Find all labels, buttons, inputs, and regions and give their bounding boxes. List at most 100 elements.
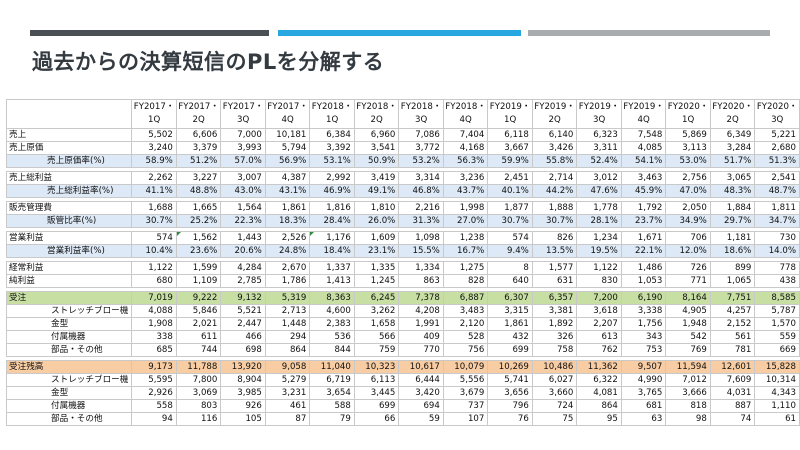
table-row: 売上 5,502 6,606 7,000 10,181 6,384 6,960 7,086 7,…	[5, 128, 800, 142]
table-cell: 4,905	[665, 304, 711, 318]
table-cell: 13,920	[220, 360, 266, 374]
table-cell: 864	[264, 343, 311, 357]
table-cell: 66	[353, 412, 400, 426]
table-cell: 8,585	[754, 291, 800, 305]
table-cell: 1,443	[220, 231, 266, 245]
table-row: 金型 2,926 3,069 3,985 3,231 3,654 3,445 3,420 3,6…	[5, 386, 800, 400]
column-header-quarter: 2Q	[370, 115, 383, 125]
table-cell: 698	[220, 343, 266, 357]
table-cell: 50.9%	[353, 154, 400, 168]
table-cell: 1,122	[576, 261, 622, 275]
table-cell: 681	[620, 399, 667, 413]
column-header-year: FY2018・	[400, 102, 442, 112]
table-cell: 1,665	[175, 201, 222, 215]
table-cell: 49.1%	[353, 184, 400, 198]
row-label: 付属機器	[5, 330, 133, 344]
table-cell: 706	[665, 231, 711, 245]
table-cell: 1,570	[754, 317, 800, 331]
table-cell: 58.9%	[131, 154, 177, 168]
table-cell: 1,688	[131, 201, 177, 215]
table-cell: 3,284	[709, 141, 756, 155]
table-cell: 9,507	[620, 360, 667, 374]
row-label: 売上総利益率(%)	[5, 184, 133, 198]
table-cell: 5,869	[665, 128, 711, 142]
table-row: 部品・その他 685 744 698 864 844 759 770 756 699 758 762 7…	[5, 343, 800, 357]
table-cell: 23.1%	[353, 244, 400, 258]
column-header-year: FY2020・	[756, 102, 798, 112]
table-cell: 28.1%	[576, 214, 622, 228]
table-cell: 23.6%	[175, 244, 222, 258]
table-cell: 94	[131, 412, 177, 426]
table-cell: 3,113	[665, 141, 711, 155]
table-cell: 5,521	[220, 304, 266, 318]
table-cell: 2,120	[442, 317, 489, 331]
column-header-quarter: 4Q	[637, 115, 650, 125]
table-cell: 803	[175, 399, 222, 413]
table-cell: 1,877	[487, 201, 533, 215]
table-cell: 1,335	[353, 261, 400, 275]
table-cell: 559	[754, 330, 800, 344]
table-cell: 1,786	[264, 274, 311, 288]
table-cell: 2,526	[264, 231, 311, 245]
table-cell: 588	[309, 399, 355, 413]
table-cell: 98	[665, 412, 711, 426]
header-bar-dark	[30, 30, 269, 36]
table-cell: 818	[665, 399, 711, 413]
table-cell: 759	[353, 343, 400, 357]
table-cell: 4,085	[620, 141, 667, 155]
row-label: 純利益	[5, 274, 133, 288]
column-header-quarter: 4Q	[459, 115, 472, 125]
table-cell: 1,609	[353, 231, 400, 245]
table-cell: 5,502	[131, 128, 177, 142]
table-cell: 3,985	[220, 386, 266, 400]
table-row: 売上総利益 2,262 3,227 3,007 4,387 2,992 3,419 3,314…	[5, 171, 800, 185]
table-cell: 53.2%	[398, 154, 444, 168]
table-cell: 1,908	[131, 317, 177, 331]
table-cell: 11,362	[576, 360, 622, 374]
table-row: 純利益 680 1,109 2,785 1,786 1,413 1,245 863 828 640…	[5, 274, 800, 288]
table-cell: 79	[309, 412, 355, 426]
table-cell: 3,541	[353, 141, 400, 155]
column-header-quarter: 4Q	[281, 115, 294, 125]
table-cell: 461	[264, 399, 311, 413]
table-cell: 5,741	[487, 373, 533, 387]
table-cell: 3,231	[264, 386, 311, 400]
table-cell: 680	[131, 274, 177, 288]
table-cell: 27.0%	[442, 214, 489, 228]
table-cell: 730	[754, 231, 800, 245]
table-cell: 47.0%	[665, 184, 711, 198]
table-cell: 3,445	[353, 386, 400, 400]
table-cell: 466	[220, 330, 266, 344]
column-header-year: FY2020・	[712, 102, 753, 112]
column-header-year: FY2018・	[356, 102, 397, 112]
table-cell: 1,275	[442, 261, 489, 275]
table-cell: 8,363	[309, 291, 355, 305]
table-cell: 778	[754, 261, 800, 275]
table-cell: 574	[131, 231, 177, 245]
row-label: ストレッチブロー機	[5, 373, 133, 387]
table-cell: 6,606	[175, 128, 222, 142]
table-cell: 59.9%	[487, 154, 533, 168]
table-cell: 56.3%	[442, 154, 489, 168]
row-label: 受注	[5, 291, 133, 305]
table-cell: 8,164	[665, 291, 711, 305]
table-cell: 23.7%	[620, 214, 667, 228]
table-cell: 1,892	[531, 317, 578, 331]
table-cell: 5,556	[442, 373, 489, 387]
table-cell: 4,031	[709, 386, 756, 400]
table-cell: 3,420	[398, 386, 444, 400]
table-cell: 18.4%	[309, 244, 355, 258]
table-cell: 3,227	[175, 171, 222, 185]
table-cell: 5,846	[175, 304, 222, 318]
row-label: 売上総利益	[5, 171, 133, 185]
table-cell: 640	[487, 274, 533, 288]
table-cell: 22.1%	[620, 244, 667, 258]
table-cell: 5,319	[264, 291, 311, 305]
table-cell: 756	[442, 343, 489, 357]
table-cell: 3,311	[576, 141, 622, 155]
table-row: 売上原価 3,240 3,379 3,993 5,794 3,392 3,541 3,772 4…	[5, 141, 800, 155]
table-cell: 43.1%	[264, 184, 311, 198]
column-header-year: FY2018・	[311, 102, 353, 112]
table-cell: 7,751	[709, 291, 756, 305]
table-cell: 1,065	[709, 274, 756, 288]
